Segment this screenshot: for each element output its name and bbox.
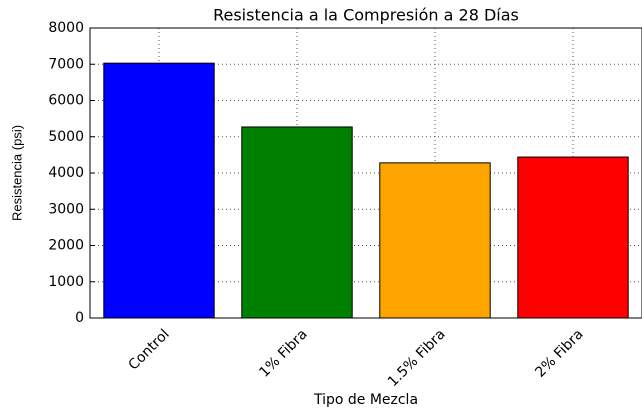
y-tick-label: 5000	[48, 129, 84, 145]
chart-title: Resistencia a la Compresión a 28 Días	[213, 6, 519, 25]
y-axis-label: Resistencia (psi)	[9, 125, 24, 221]
y-tick-label: 3000	[48, 201, 84, 217]
y-tick-label: 2000	[48, 238, 84, 254]
x-tick-label: 2% Fibra	[532, 326, 586, 380]
plot-frame	[89, 27, 642, 319]
y-tick-label: 6000	[48, 93, 84, 109]
x-tick-label: 1.5% Fibra	[385, 326, 449, 390]
x-axis-label: Tipo de Mezcla	[313, 392, 418, 408]
bar	[517, 156, 629, 319]
y-tick-label: 1000	[48, 274, 84, 290]
bar	[241, 126, 353, 319]
y-tick-label: 4000	[48, 165, 84, 181]
bar	[103, 62, 215, 319]
x-tick-label: 1% Fibra	[256, 326, 310, 380]
x-tick-label: Control	[126, 326, 173, 373]
bar	[379, 162, 491, 319]
y-tick-label: 0	[75, 310, 84, 326]
y-tick-label: 7000	[48, 56, 84, 72]
y-tick-label: 8000	[48, 20, 84, 36]
